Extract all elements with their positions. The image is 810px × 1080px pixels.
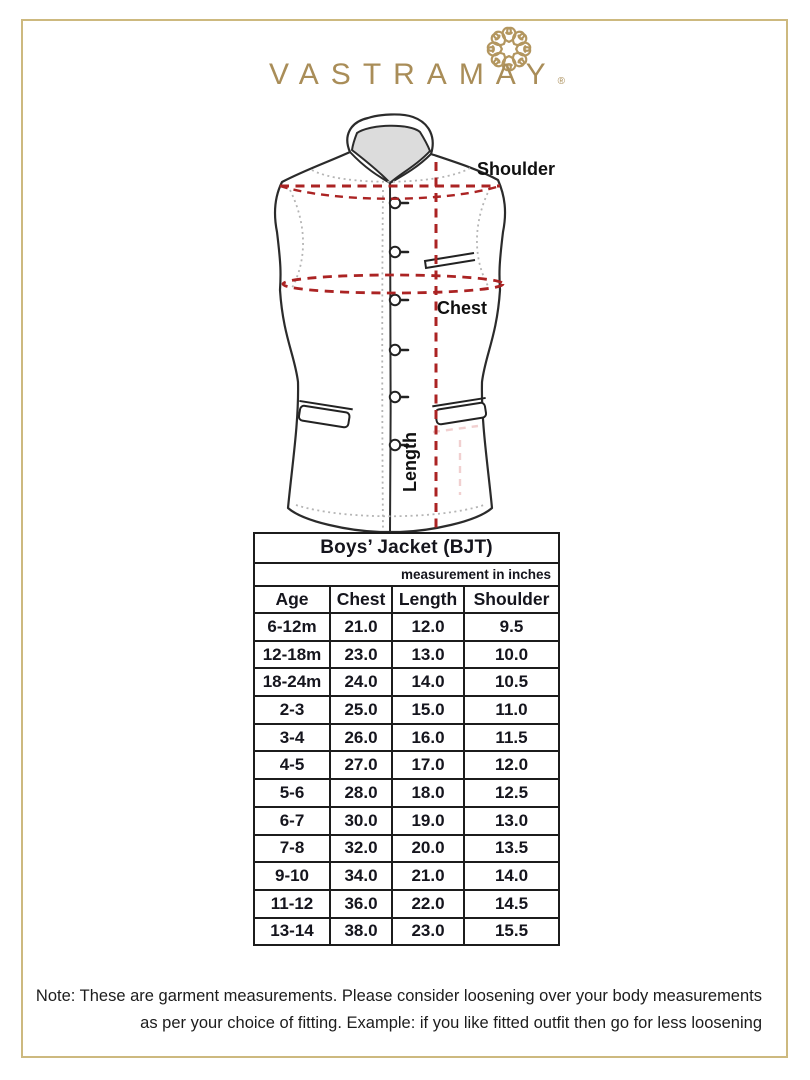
cell-age: 6-7 (253, 805, 331, 836)
chest-label: Chest (437, 298, 487, 318)
cell-length: 17.0 (391, 750, 465, 781)
cell-shoulder: 12.5 (463, 778, 560, 808)
cell-shoulder: 11.5 (463, 722, 560, 753)
col-header-age: Age (253, 585, 331, 614)
note-line-2: as per your choice of fitting. Example: … (140, 1014, 762, 1032)
faint-guides (432, 424, 479, 495)
note-line-1: Note: These are garment measurements. Pl… (35, 987, 762, 1005)
cell-length: 16.0 (391, 722, 465, 753)
buttons (388, 196, 410, 452)
shoulder-back-line (279, 184, 501, 200)
cell-age: 4-5 (253, 750, 331, 781)
cell-shoulder: 13.0 (463, 805, 560, 836)
table-row: 9-10 34.0 21.0 14.0 (253, 861, 560, 891)
cell-age: 2-3 (253, 695, 331, 725)
stitch-seams (289, 167, 491, 531)
cell-chest: 30.0 (329, 805, 393, 836)
size-chart-title: Boys’ Jacket (BJT) (253, 532, 560, 564)
brand-logo: VASTRAMAY® (0, 58, 810, 92)
table-row: 13-14 38.0 23.0 15.5 (253, 916, 560, 947)
cell-shoulder: 14.0 (463, 861, 560, 891)
cell-shoulder: 15.5 (463, 916, 560, 947)
cell-age: 9-10 (253, 861, 331, 891)
table-row: 4-5 27.0 17.0 12.0 (253, 750, 560, 781)
table-row: 3-4 26.0 16.0 11.5 (253, 722, 560, 753)
table-row: 5-6 28.0 18.0 12.5 (253, 778, 560, 808)
cell-age: 7-8 (253, 833, 331, 864)
cell-length: 12.0 (391, 612, 465, 642)
table-row: 6-12m 21.0 12.0 9.5 (253, 612, 560, 642)
cell-length: 18.0 (391, 778, 465, 808)
col-header-length: Length (391, 585, 465, 614)
registered-trademark-symbol: ® (557, 76, 565, 87)
table-row: 11-12 36.0 22.0 14.5 (253, 888, 560, 919)
garment-note: Note: These are garment measurements. Pl… (26, 983, 762, 1037)
cell-age: 11-12 (253, 888, 331, 919)
size-table-body: 6-12m 21.0 12.0 9.5 12-18m 23.0 13.0 10.0 18-24m… (253, 612, 560, 947)
brand-name: VASTRAMAY (269, 58, 558, 91)
chest-welt-pocket (423, 252, 476, 270)
cell-chest: 24.0 (329, 667, 393, 698)
cell-age: 5-6 (253, 778, 331, 808)
size-chart-unit-note: measurement in inches (253, 562, 560, 587)
cell-length: 20.0 (391, 833, 465, 864)
measurement-lines (279, 162, 505, 530)
cell-age: 18-24m (253, 667, 331, 698)
cell-chest: 26.0 (329, 722, 393, 753)
cell-chest: 34.0 (329, 861, 393, 891)
cell-length: 22.0 (391, 888, 465, 919)
collar-inner (350, 124, 432, 185)
title-row: Boys’ Jacket (BJT) (253, 532, 560, 564)
cell-chest: 27.0 (329, 750, 393, 781)
cell-shoulder: 11.0 (463, 695, 560, 725)
cell-age: 3-4 (253, 722, 331, 753)
table-row: 2-3 25.0 15.0 11.0 (253, 695, 560, 725)
table-row: 12-18m 23.0 13.0 10.0 (253, 639, 560, 670)
cell-length: 14.0 (391, 667, 465, 698)
cell-age: 12-18m (253, 639, 331, 670)
placket-line (389, 182, 392, 533)
cell-shoulder: 10.5 (463, 667, 560, 698)
cell-shoulder: 13.5 (463, 833, 560, 864)
floral-mandala-icon (486, 26, 532, 72)
cell-chest: 23.0 (329, 639, 393, 670)
cell-age: 6-12m (253, 612, 331, 642)
size-chart-table: Boys’ Jacket (BJT) measurement in inches… (253, 532, 560, 947)
cell-shoulder: 12.0 (463, 750, 560, 781)
cell-length: 21.0 (391, 861, 465, 891)
cell-length: 15.0 (391, 695, 465, 725)
col-header-chest: Chest (329, 585, 393, 614)
left-pocket (297, 399, 353, 429)
cell-chest: 36.0 (329, 888, 393, 919)
cell-chest: 38.0 (329, 916, 393, 947)
cell-chest: 25.0 (329, 695, 393, 725)
cell-chest: 32.0 (329, 833, 393, 864)
cell-shoulder: 9.5 (463, 612, 560, 642)
chest-line (281, 273, 505, 295)
cell-length: 23.0 (391, 916, 465, 947)
cell-age: 13-14 (253, 916, 331, 947)
table-row: 18-24m 24.0 14.0 10.5 (253, 667, 560, 698)
unit-row: measurement in inches (253, 562, 560, 587)
table-row: 7-8 32.0 20.0 13.5 (253, 833, 560, 864)
cell-shoulder: 14.5 (463, 888, 560, 919)
column-header-row: Age Chest Length Shoulder (253, 585, 560, 614)
col-header-shoulder: Shoulder (463, 585, 560, 614)
shoulder-label: Shoulder (477, 159, 555, 179)
jacket-measurement-diagram: Shoulder Chest Length (273, 113, 555, 534)
table-row: 6-7 30.0 19.0 13.0 (253, 805, 560, 836)
cell-chest: 28.0 (329, 778, 393, 808)
cell-length: 13.0 (391, 639, 465, 670)
cell-shoulder: 10.0 (463, 639, 560, 670)
cell-chest: 21.0 (329, 612, 393, 642)
collar-band-left (349, 151, 391, 184)
length-label: Length (400, 432, 420, 492)
cell-length: 19.0 (391, 805, 465, 836)
